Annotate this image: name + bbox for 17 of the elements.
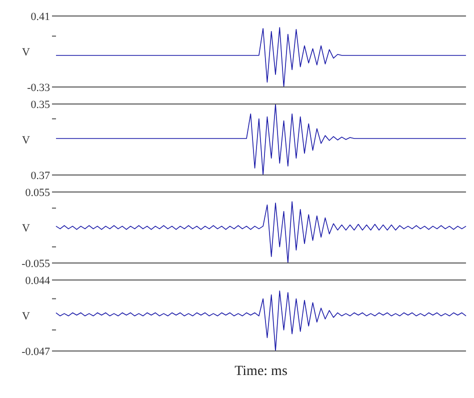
y-tick-label: -0.047 xyxy=(22,346,50,358)
y-axis-title: V xyxy=(22,46,30,58)
line-series xyxy=(56,201,466,263)
y-axis-title: V xyxy=(22,310,30,322)
y-tick-label: 0.37 xyxy=(30,170,50,182)
y-tick-label: 0.41 xyxy=(30,10,50,23)
y-tick-label: 0.055 xyxy=(25,186,50,199)
y-axis-title: V xyxy=(22,222,30,234)
y-tick-label: -0.33 xyxy=(27,82,50,94)
x-axis-title: Time: ms xyxy=(234,364,288,379)
y-tick-label: 0.35 xyxy=(30,98,50,111)
line-series xyxy=(56,290,466,351)
y-tick-label: -0.055 xyxy=(22,258,50,270)
line-series xyxy=(56,27,466,87)
y-axis-title: V xyxy=(22,134,30,146)
y-tick-label: 0.044 xyxy=(25,274,50,287)
line-series xyxy=(56,104,466,175)
